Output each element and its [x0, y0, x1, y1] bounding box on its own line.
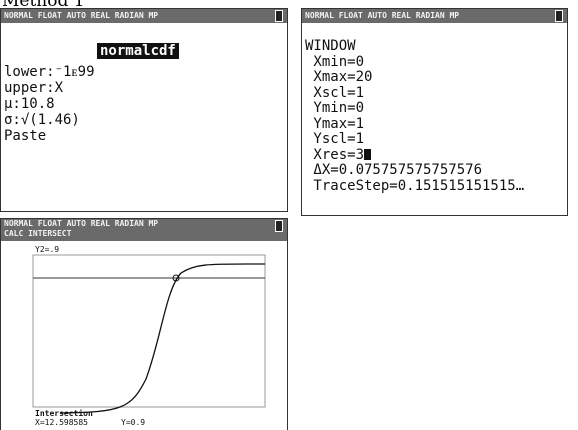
- screen-line: lower:⁻1ᴇ99: [4, 65, 95, 79]
- screen-line: Yscl=1: [305, 132, 364, 146]
- screen-line: Ymin=0: [305, 101, 364, 115]
- status-text: NORMAL FLOAT AUTO REAL RADIAN MP: [305, 11, 459, 20]
- screen-line: Paste: [4, 129, 46, 143]
- cdf-curve: [61, 264, 265, 413]
- screen-line: upper:X: [4, 81, 63, 95]
- cursor: [364, 149, 371, 160]
- result-label: Intersection: [35, 409, 93, 418]
- status-bar: NORMAL FLOAT AUTO REAL RADIAN MP: [1, 9, 287, 23]
- screen-line: Xres=3: [305, 148, 371, 162]
- screen-line: WINDOW: [305, 39, 356, 53]
- screen-line: Xscl=1: [305, 86, 364, 100]
- status-text: NORMAL FLOAT AUTO REAL RADIAN MP: [4, 11, 158, 20]
- screen-normalcdf: NORMAL FLOAT AUTO REAL RADIAN MP normalc…: [0, 8, 288, 212]
- screen-line: μ:10.8: [4, 97, 55, 111]
- screen-line: Xmin=0: [305, 55, 364, 69]
- page: Method 1 NORMAL FLOAT AUTO REAL RADIAN M…: [0, 0, 578, 430]
- screen-line: ΔX=0.075757575757576: [305, 163, 482, 177]
- screen-line: σ:√(1.46): [4, 113, 80, 127]
- screen-window: NORMAL FLOAT AUTO REAL RADIAN MP WINDOW …: [301, 8, 568, 216]
- y-result: Y=0.9: [121, 418, 145, 427]
- screen-line: TraceStep=0.151515151515…: [305, 179, 524, 193]
- status-bar: NORMAL FLOAT AUTO REAL RADIAN MP: [302, 9, 567, 23]
- x-result: X=12.598585: [35, 418, 88, 427]
- graph: [1, 219, 287, 430]
- menu-title: normalcdf: [97, 43, 179, 59]
- screen-line: Xmax=20: [305, 70, 372, 84]
- screen-line: Ymax=1: [305, 117, 364, 131]
- battery-icon: [555, 10, 563, 22]
- battery-icon: [275, 10, 283, 22]
